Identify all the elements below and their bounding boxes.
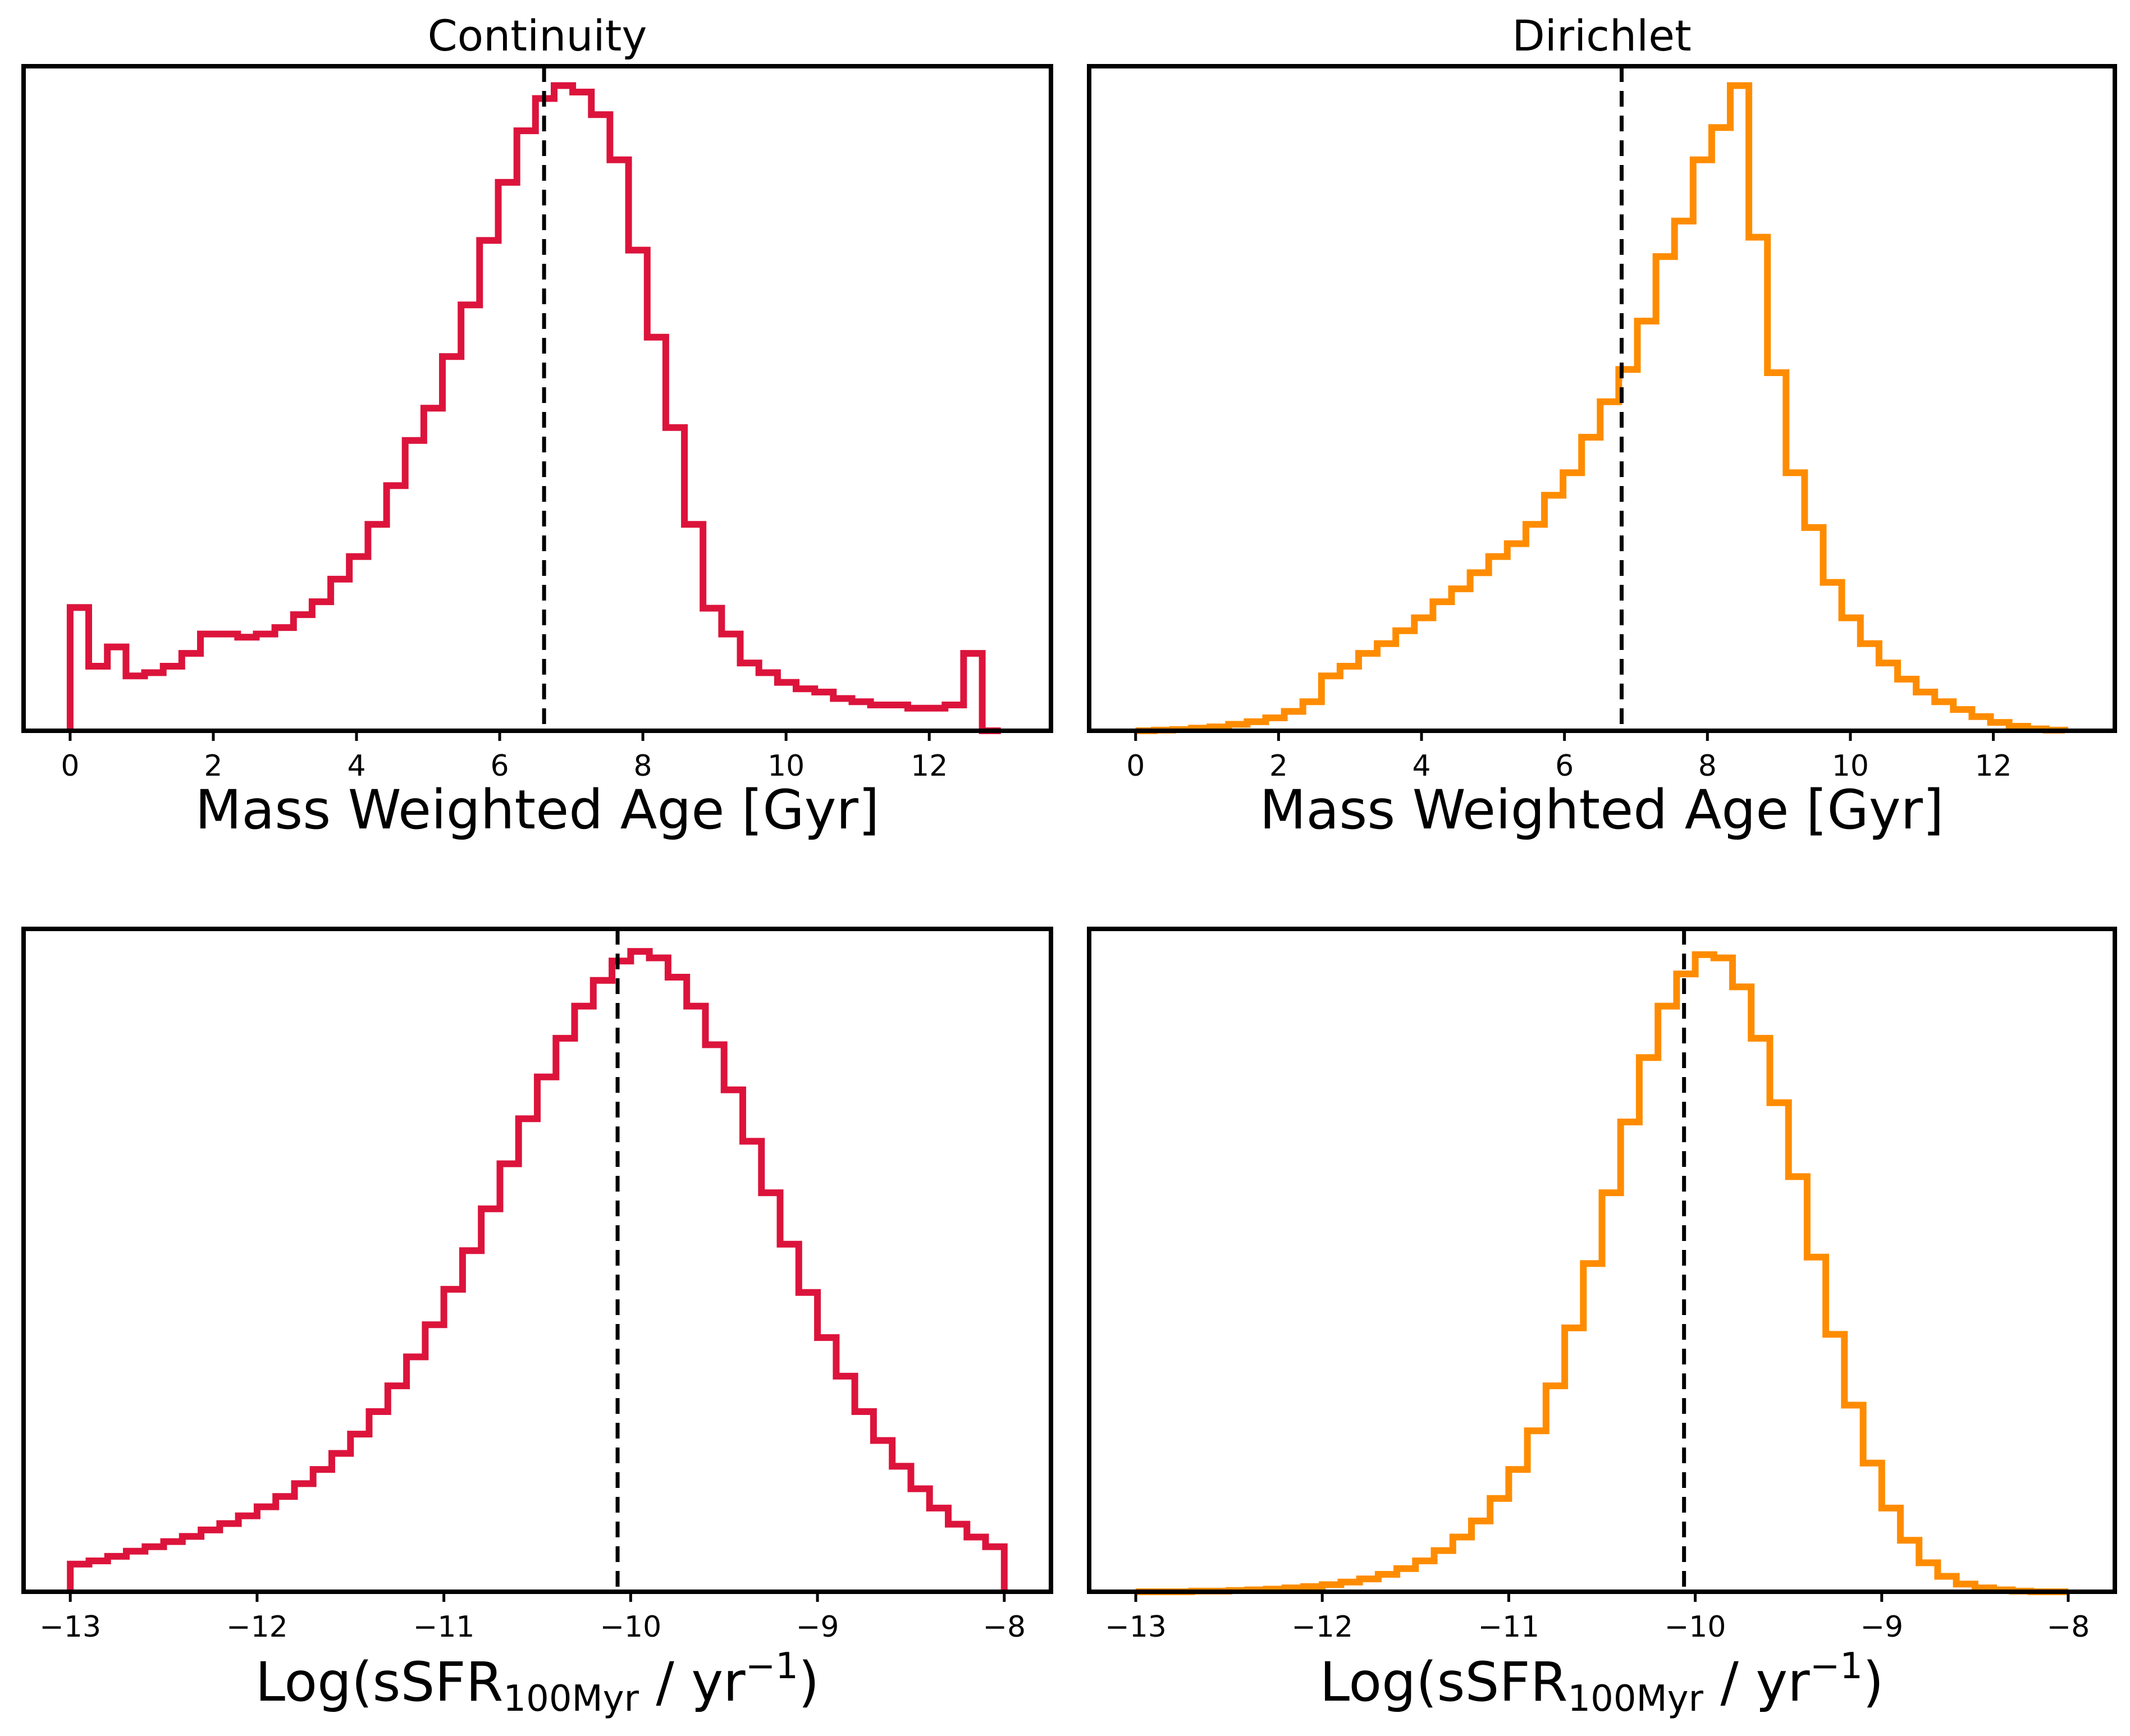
x-tick-label: 8 <box>1698 749 1717 783</box>
x-tick-label: −8 <box>2047 1610 2090 1644</box>
x-label-end: ) <box>798 1651 819 1714</box>
x-axis-label: Mass Weighted Age [Gyr] <box>195 778 880 841</box>
x-tick-label: 0 <box>1126 749 1145 783</box>
x-label-main: Log(sSFR <box>255 1651 504 1714</box>
x-tick-label: −12 <box>226 1610 288 1644</box>
x-tick-label: 4 <box>1412 749 1430 783</box>
plot-frame <box>1087 64 2117 733</box>
x-tick-label: −11 <box>1478 1610 1540 1644</box>
x-label-subscript: 100Myr <box>503 1678 639 1720</box>
panel-continuity-ssfr: −13 −12 −11 −10 −9 −8 Log(sSFR100Myr / yr−1) <box>21 927 1053 1720</box>
x-tick-label: −13 <box>1105 1610 1167 1644</box>
plot-frame <box>21 927 1053 1594</box>
panel-dirichlet-age: Dirichlet 0 2 4 6 8 10 12 Mass Weighted Age [G… <box>1087 11 2117 841</box>
x-label-main: Log(sSFR <box>1320 1651 1568 1714</box>
plot-frame <box>1087 927 2117 1594</box>
panel-title: Continuity <box>428 11 647 61</box>
x-tick-label: 10 <box>1832 749 1869 783</box>
x-tick-label: 6 <box>1555 749 1574 783</box>
histogram-series <box>1136 951 2068 1595</box>
x-axis-ticks: 0 2 4 6 8 10 12 <box>1126 731 2012 783</box>
hist-layer <box>1136 951 2068 1595</box>
x-axis-ticks: −13 −12 −11 −10 −9 −8 <box>39 1592 1026 1644</box>
hist-layer <box>67 948 1008 1592</box>
x-axis-label: Mass Weighted Age [Gyr] <box>1260 778 1944 841</box>
x-tick-label: −8 <box>982 1610 1026 1644</box>
x-tick-label: −10 <box>1665 1610 1726 1644</box>
x-tick-label: 6 <box>491 749 509 783</box>
x-tick-label: 4 <box>347 749 365 783</box>
x-tick-label: 2 <box>1269 749 1288 783</box>
x-label-middle: / yr <box>1703 1651 1810 1714</box>
x-tick-label: 12 <box>1974 749 2012 783</box>
panel-title: Dirichlet <box>1512 11 1692 61</box>
hist-layer <box>1135 82 2068 734</box>
histogram-series <box>67 948 1008 1592</box>
x-axis-ticks: −13 −12 −11 −10 −9 −8 <box>1105 1592 2090 1644</box>
x-label-superscript: −1 <box>746 1646 798 1687</box>
x-axis-label: Log(sSFR100Myr / yr−1) <box>255 1646 820 1720</box>
histogram-series <box>66 82 1001 734</box>
x-tick-label: −9 <box>796 1610 839 1644</box>
x-label-subscript: 100Myr <box>1567 1678 1703 1720</box>
x-axis-label: Log(sSFR100Myr / yr−1) <box>1320 1646 1884 1720</box>
x-tick-label: 8 <box>634 749 652 783</box>
x-tick-label: −13 <box>39 1610 101 1644</box>
x-tick-label: −12 <box>1291 1610 1353 1644</box>
x-tick-label: 0 <box>61 749 79 783</box>
x-tick-label: 12 <box>911 749 948 783</box>
x-label-middle: / yr <box>639 1651 746 1714</box>
panel-continuity-age: Continuity 0 2 4 6 8 10 12 Mass Weighted Age [… <box>21 11 1053 841</box>
x-tick-label: −9 <box>1860 1610 1903 1644</box>
x-tick-label: 2 <box>204 749 222 783</box>
x-label-superscript: −1 <box>1810 1646 1863 1687</box>
histogram-series <box>1135 82 2068 734</box>
x-axis-ticks: 0 2 4 6 8 10 12 <box>61 731 948 783</box>
x-tick-label: 10 <box>767 749 805 783</box>
x-tick-label: −10 <box>600 1610 661 1644</box>
plot-frame <box>21 64 1053 733</box>
panel-dirichlet-ssfr: −13 −12 −11 −10 −9 −8 Log(sSFR100Myr / yr−1) <box>1087 927 2117 1720</box>
hist-layer <box>66 82 1001 734</box>
x-label-end: ) <box>1863 1651 1884 1714</box>
x-tick-label: −11 <box>413 1610 475 1644</box>
